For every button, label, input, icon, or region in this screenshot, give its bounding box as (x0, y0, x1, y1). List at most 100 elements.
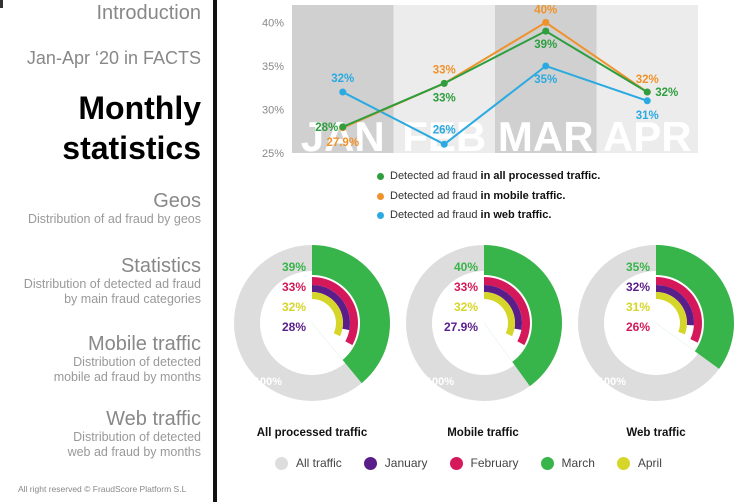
donut-label-january-mobile: 27.9% (444, 320, 478, 334)
data-label-mobile: 40% (534, 4, 557, 16)
nav-geos[interactable]: Geos Distribution of ad fraud by geos (28, 190, 201, 227)
legend-dot-april (616, 456, 630, 470)
data-label-web: 31% (636, 110, 659, 122)
legend-label-february: February (470, 456, 519, 470)
donut-label-february-mobile: 33% (454, 280, 478, 294)
legend-web: Detected ad fraud in web traffic. (377, 209, 551, 221)
web-traffic-subtitle-1: Distribution of detected (73, 430, 201, 444)
mobile-traffic-subtitle-1: Distribution of detected (73, 355, 201, 369)
nav-facts[interactable]: Jan-Apr ‘20 in FACTS (26, 48, 201, 68)
donut-label-january-all: 28% (282, 320, 306, 334)
legend-march: March (540, 456, 595, 470)
data-label-all: 39% (534, 39, 557, 51)
data-point-web (339, 88, 347, 96)
column-bg-feb (393, 5, 495, 153)
series-line-web (342, 64, 648, 146)
data-point-all (440, 79, 448, 87)
data-label-all: 28% (315, 122, 338, 134)
y-tick-label: 35% (262, 61, 284, 73)
column-bg-apr (596, 5, 698, 153)
donut-label-february-web: 26% (626, 320, 650, 334)
legend-mobile-prefix: Detected ad fraud (390, 190, 481, 202)
y-tick-label: 30% (262, 104, 284, 116)
data-point-all (643, 88, 651, 96)
donut-segment-january-mobile (484, 285, 522, 330)
x-tick-label-feb: FEB (402, 113, 486, 160)
donut-label-march-all: 39% (282, 260, 306, 274)
geos-subtitle: Distribution of ad fraud by geos (27, 212, 201, 226)
legend-dot-all (377, 172, 384, 180)
statistics-subtitle-1: Distribution of detected ad fraud (23, 277, 201, 291)
donut-segment-january-all (312, 285, 350, 331)
footer-copyright: All right reserved © FraudScore Platform… (18, 484, 187, 494)
donut-label-april-web: 31% (626, 300, 650, 314)
donut-segment-january-web (656, 285, 694, 326)
y-tick-label: 40% (262, 17, 284, 29)
statistics-subtitle-2: by main fraud categories (64, 292, 201, 306)
donut-label-march-web: 35% (626, 260, 650, 274)
data-label-all: 32% (655, 87, 678, 99)
active-title-line1: Monthly (78, 90, 201, 126)
donut-label-february-all: 33% (282, 280, 306, 294)
legend-all-bold: in all processed traffic. (480, 170, 601, 182)
legend-web-bold: in web traffic. (480, 209, 552, 221)
top-mark (0, 0, 3, 8)
x-tick-label-mar: MAR (498, 113, 594, 160)
nav-monthly-statistics[interactable]: Monthly statistics (62, 88, 201, 168)
series-line-all (342, 29, 648, 128)
nav-web-traffic[interactable]: Web traffic Distribution of detected web… (68, 408, 201, 460)
data-label-mobile: 27.9% (326, 137, 359, 149)
donut-title-web: Web traffic (626, 427, 686, 439)
x-tick-label-apr: APR (603, 113, 692, 160)
donut-label-april-all: 32% (282, 300, 306, 314)
donut-segment-february-mobile (484, 277, 530, 346)
legend-dot-january (363, 456, 377, 470)
legend-mobile-bold: in mobile traffic. (480, 190, 566, 202)
statistics-title: Statistics (120, 255, 201, 277)
legend-label-all-traffic: All traffic (296, 456, 342, 470)
data-point-web (440, 140, 448, 148)
data-label-mobile: 32% (636, 74, 659, 86)
legend-dot-february (449, 456, 463, 470)
legend-all-processed: Detected ad fraud in all processed traff… (377, 170, 600, 182)
legend-web-prefix: Detected ad fraud (390, 209, 481, 221)
donut-title-all: All processed traffic (256, 427, 368, 439)
donut-base-label-mobile: 100% (426, 376, 454, 388)
data-point-mobile (542, 18, 550, 26)
legend-label-march: March (561, 456, 595, 470)
donut-label-january-web: 32% (626, 280, 650, 294)
donut-label-april-mobile: 32% (454, 300, 478, 314)
legend-dot-all-traffic (275, 456, 288, 470)
sidebar: Introduction Jan-Apr ‘20 in FACTS Monthl… (0, 0, 215, 502)
legend-april: April (616, 456, 662, 470)
data-point-web (542, 62, 550, 70)
legend-dot-mobile (377, 192, 384, 200)
nav-statistics[interactable]: Statistics Distribution of detected ad f… (24, 255, 201, 307)
donut-title-mobile: Mobile traffic (447, 427, 519, 439)
legend-all-prefix: Detected ad fraud (390, 170, 481, 182)
nav-introduction[interactable]: Introduction (96, 2, 201, 24)
legend-mobile: Detected ad fraud in mobile traffic. (377, 190, 565, 202)
mobile-traffic-subtitle-2: mobile ad fraud by months (53, 370, 201, 384)
legend-january: January (363, 456, 428, 470)
donut-segment-april-web (656, 292, 687, 335)
donut-segment-february-web (656, 277, 702, 343)
sidebar-divider (213, 0, 217, 502)
data-point-all (339, 123, 347, 131)
legend-label-january: January (384, 456, 428, 470)
line-chart: JAN FEB MAR APR 40% 35% 30% 25% 28% 33% 39% 32% 27.9… (262, 4, 698, 160)
donut-label-march-mobile: 40% (454, 260, 478, 274)
geos-title: Geos (153, 190, 201, 212)
donut-segment-april-all (312, 292, 343, 337)
web-traffic-subtitle-2: web ad fraud by months (67, 445, 201, 459)
legend-label-april: April (637, 456, 662, 470)
donut-base-label-web: 100% (598, 376, 626, 388)
active-title-line2: statistics (62, 130, 201, 166)
web-traffic-title: Web traffic (106, 408, 201, 430)
donut-segment-april-mobile (484, 292, 515, 337)
legend-february: February (449, 456, 519, 470)
nav-mobile-traffic[interactable]: Mobile traffic Distribution of detected … (54, 333, 201, 385)
x-tick-label-jan: JAN (301, 113, 385, 160)
main-content: JAN FEB MAR APR 40% 35% 30% 25% 28% 33% 39% 32% 27.9… (217, 0, 750, 502)
data-label-web: 32% (331, 73, 354, 85)
